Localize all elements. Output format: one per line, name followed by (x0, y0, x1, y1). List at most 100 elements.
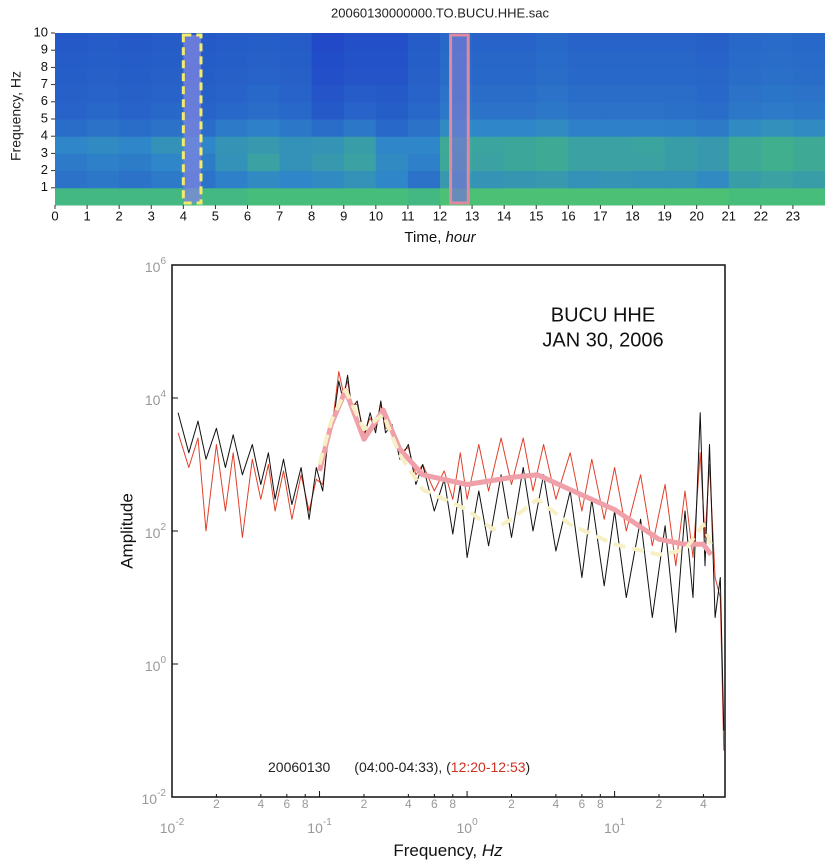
heatmap-cell (119, 33, 152, 51)
heatmap-cell (760, 67, 794, 86)
heatmap-cell (696, 50, 730, 68)
heatmap-cell (536, 153, 569, 172)
heatmap-cell (664, 153, 698, 172)
spectrum-line (177, 374, 725, 731)
heatmap-cell (536, 170, 569, 189)
heatmap-cell (375, 153, 409, 172)
heatmap-cell (472, 187, 505, 206)
x-minor-tick-label: 4 (405, 797, 412, 811)
heatmap-cell (279, 67, 313, 86)
x-tick-label: 12 (433, 208, 447, 223)
heatmap-cell (343, 170, 377, 189)
heatmap-cell (55, 136, 88, 154)
heatmap-cell (536, 50, 569, 68)
heatmap-cell (279, 33, 313, 51)
x-tick-label: 22 (754, 208, 768, 223)
heatmap-cell (504, 119, 537, 137)
heatmap-cell (407, 136, 441, 154)
spectrogram-x-label-text: Time, (404, 229, 445, 246)
heatmap-cell (536, 187, 569, 206)
heatmap-cell (600, 33, 633, 51)
heatmap-cell (119, 153, 152, 172)
legend-part: 20060130 (268, 759, 331, 775)
heatmap-cell (504, 33, 537, 51)
x-tick-label: 18 (625, 208, 639, 223)
x-tick-label-base: 10 (307, 820, 323, 836)
heatmap-cell (119, 50, 152, 68)
x-minor-tick-label: 4 (257, 797, 264, 811)
x-minor-tick-label: 8 (597, 797, 604, 811)
heatmap-cell (696, 33, 730, 51)
heatmap-cell (664, 136, 698, 154)
heatmap-cell (375, 119, 409, 137)
x-minor-tick-label: 6 (283, 797, 290, 811)
spectrum-x-label-italic: Hz (482, 841, 503, 860)
heatmap-cell (55, 101, 88, 120)
heatmap-cell (375, 67, 409, 86)
heatmap-cell (568, 187, 601, 206)
y-tick-label-base: 10 (142, 791, 158, 807)
heatmap-cell (343, 101, 377, 120)
x-tick-label: 100 (457, 817, 479, 836)
heatmap-cell (664, 119, 698, 137)
heatmap-cell (760, 136, 794, 154)
heatmap-cell (55, 153, 88, 172)
x-tick-label-exponent: 0 (472, 817, 478, 828)
heatmap-cell (151, 170, 184, 189)
x-minor-tick-label: 8 (449, 797, 456, 811)
heatmap-cell (760, 101, 794, 120)
heatmap-cell (151, 136, 184, 154)
heatmap-cell (151, 67, 184, 86)
heatmap-cell (728, 33, 762, 51)
heatmap-cell (55, 33, 88, 51)
heatmap-cell (215, 67, 248, 86)
y-tick-label: 106 (145, 256, 167, 275)
heatmap-cell (247, 84, 281, 103)
x-minor-tick-label: 6 (431, 797, 438, 811)
heatmap-cell (664, 50, 698, 68)
heatmap-cell (792, 84, 825, 103)
heatmap-cell (696, 136, 730, 154)
heatmap-cell (600, 153, 633, 172)
x-tick-label: 3 (148, 208, 155, 223)
heatmap-cell (119, 67, 152, 86)
y-tick-label: 104 (145, 389, 167, 408)
heatmap-cell (311, 84, 345, 103)
y-tick-label: 2 (41, 162, 48, 177)
x-tick-label: 8 (308, 208, 315, 223)
heatmap-cell (632, 33, 666, 51)
x-tick-label-exponent: 1 (620, 817, 626, 828)
heatmap-cell (311, 153, 345, 172)
x-tick-label: 9 (340, 208, 347, 223)
heatmap-cell (119, 170, 152, 189)
heatmap-cell (279, 101, 313, 120)
heatmap-cell (311, 170, 345, 189)
heatmap-cell (215, 33, 248, 51)
heatmap-cell (247, 33, 281, 51)
heatmap-cell (600, 170, 633, 189)
heatmap-cell (55, 67, 88, 86)
heatmap-cell (632, 119, 666, 137)
heatmap-cell (696, 101, 730, 120)
heatmap-cell (792, 187, 825, 206)
heatmap-cell (407, 67, 441, 86)
heatmap-cell (760, 119, 794, 137)
heatmap-cell (728, 84, 762, 103)
heatmap-cell (728, 50, 762, 68)
x-minor-tick-label: 2 (361, 797, 368, 811)
heatmap-cell (472, 170, 505, 189)
spectrum-x-label: Frequency, Hz (393, 841, 503, 860)
x-tick-label: 19 (657, 208, 671, 223)
plot-lines (177, 371, 725, 751)
heatmap-cell (568, 153, 601, 172)
heatmap-cell (504, 101, 537, 120)
heatmap-cell (472, 153, 505, 172)
y-tick-label-base: 10 (145, 392, 161, 408)
x-tick-label: 14 (497, 208, 511, 223)
heatmap-cell (407, 170, 441, 189)
heatmap-cell (536, 84, 569, 103)
heatmap-cell (87, 50, 120, 68)
legend-part: ) (526, 759, 531, 775)
heatmap-cell (279, 170, 313, 189)
y-tick-label: 5 (41, 110, 48, 125)
